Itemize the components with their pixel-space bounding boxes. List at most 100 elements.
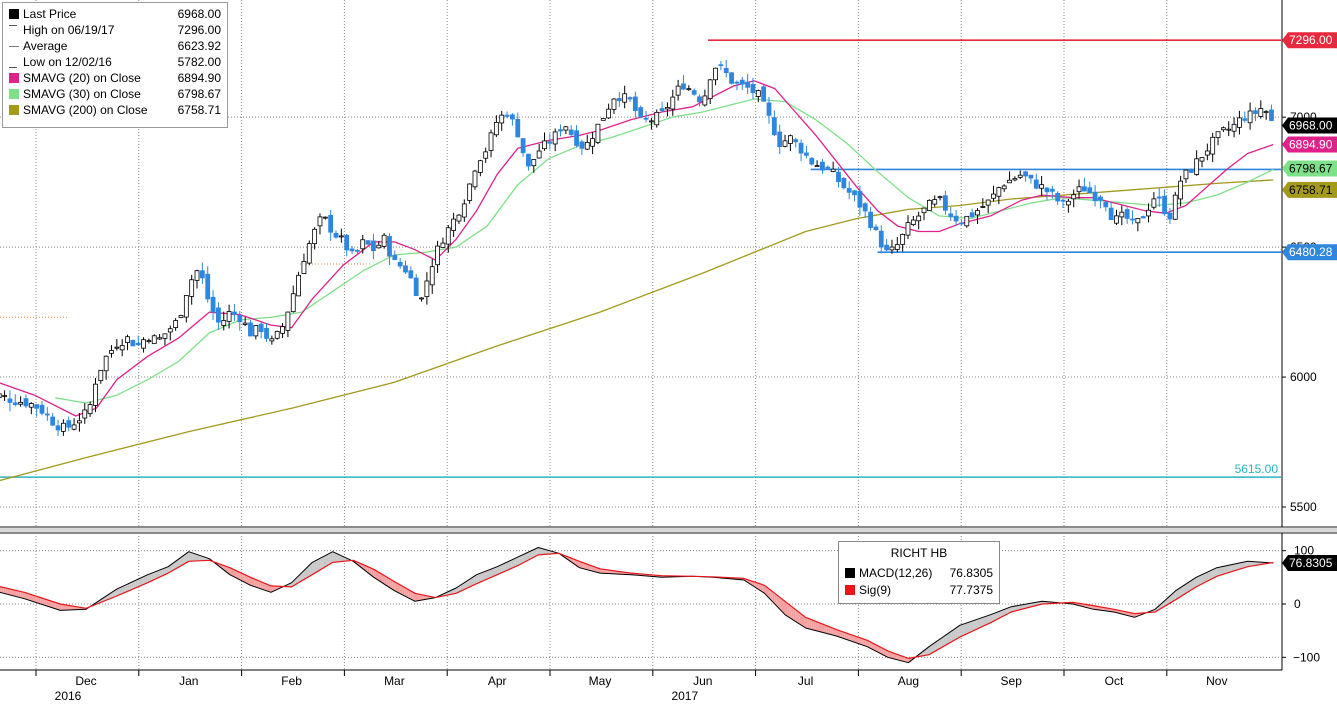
candle-body <box>467 183 473 201</box>
macd-fill <box>1229 564 1232 573</box>
candle-body <box>274 330 280 339</box>
macd-fill <box>1101 607 1104 611</box>
candle-body <box>232 311 237 315</box>
legend-label: Low on 12/02/16 <box>23 55 112 69</box>
macd-fill <box>1093 605 1096 610</box>
macd-fill <box>898 654 901 661</box>
candle-body <box>574 130 579 146</box>
candle-body <box>814 165 820 168</box>
candle-body <box>387 236 392 257</box>
macd-fill <box>143 575 146 585</box>
candle-body <box>461 203 467 218</box>
candle-body <box>199 270 205 279</box>
macd-fill <box>30 594 33 602</box>
macd-tag-label: 76.8305 <box>1289 556 1333 570</box>
macd-fill <box>404 587 407 598</box>
macd-fill <box>0 586 2 593</box>
macd-fill <box>1186 582 1188 594</box>
candle-body <box>157 337 163 340</box>
candle-body <box>296 274 301 297</box>
macd-fill <box>22 591 25 599</box>
candle-body <box>194 270 200 281</box>
macd-legend-value: 76.8305 <box>949 566 993 580</box>
candle-body <box>408 270 414 279</box>
candle-body <box>980 206 986 208</box>
macd-fill <box>472 576 475 586</box>
macd-fill <box>495 566 498 576</box>
candle-body <box>360 239 366 250</box>
macd-fill <box>380 573 383 583</box>
macd-fill <box>65 604 68 611</box>
macd-fill <box>28 593 31 601</box>
macd-fill <box>394 581 397 592</box>
macd-fill <box>466 580 469 589</box>
month-label: Feb <box>281 674 302 688</box>
candle-body <box>654 111 660 126</box>
macd-fill <box>44 599 47 606</box>
macd-fill <box>902 656 905 662</box>
candle-body <box>510 114 515 120</box>
macd-fill <box>242 573 245 583</box>
macd-fill <box>1023 604 1026 609</box>
macd-fill <box>1233 563 1236 572</box>
macd-fill <box>482 571 485 581</box>
macd-fill <box>125 584 128 593</box>
macd-fill <box>186 551 189 563</box>
macd-fill <box>892 652 894 659</box>
macd-fill <box>367 566 370 575</box>
candle-body <box>579 141 585 149</box>
macd-fill <box>544 549 547 555</box>
macd-fill <box>190 552 193 562</box>
macd-fill <box>873 643 876 651</box>
macd-fill <box>844 632 847 640</box>
candle-body <box>1001 185 1007 190</box>
macd-fill <box>456 586 459 594</box>
macd-fill <box>36 596 39 604</box>
macd-fill <box>871 642 874 650</box>
legend-value: 5782.00 <box>177 55 221 69</box>
candle-body <box>991 193 996 199</box>
candle-body <box>568 129 574 135</box>
sma20-swatch <box>9 73 19 83</box>
candle-body <box>12 402 18 405</box>
candle-body <box>1135 218 1141 224</box>
macd-fill <box>1225 565 1228 574</box>
candle-body <box>1114 215 1119 224</box>
macd-fill <box>476 573 479 584</box>
macd-fill <box>1231 564 1234 572</box>
macd-fill <box>406 588 409 599</box>
macd-fill <box>1169 594 1172 604</box>
macd-fill <box>1181 585 1184 596</box>
macd-fill <box>532 549 535 559</box>
macd-fill <box>840 631 843 639</box>
macd-fill <box>1027 603 1030 608</box>
macd-fill <box>468 578 471 588</box>
macd-fill <box>369 567 372 576</box>
candle-body <box>493 122 499 136</box>
candle-body <box>349 248 355 252</box>
macd-legend-value: 77.7375 <box>949 583 993 597</box>
macd-fill <box>581 562 584 569</box>
signal-swatch <box>845 585 855 595</box>
candle-body <box>691 90 697 95</box>
macd-fill <box>256 579 259 589</box>
candle-body <box>665 107 670 110</box>
candle-body <box>707 79 713 99</box>
macd-fill <box>850 634 853 642</box>
macd-fill <box>168 565 171 574</box>
macd-fill <box>587 564 590 571</box>
macd-fill <box>955 626 958 640</box>
macd-fill <box>606 569 609 574</box>
macd-fill <box>114 589 117 597</box>
candle-body <box>1172 194 1178 220</box>
macd-fill <box>978 618 981 629</box>
candle-body <box>71 424 77 430</box>
macd-fill <box>135 579 138 588</box>
macd-fill <box>412 592 415 602</box>
macd-fill <box>1011 606 1014 612</box>
macd-fill <box>1003 609 1005 617</box>
candle-body <box>424 280 430 298</box>
candle-body <box>7 398 13 403</box>
macd-fill <box>817 622 820 632</box>
macd-fill <box>1000 609 1003 618</box>
